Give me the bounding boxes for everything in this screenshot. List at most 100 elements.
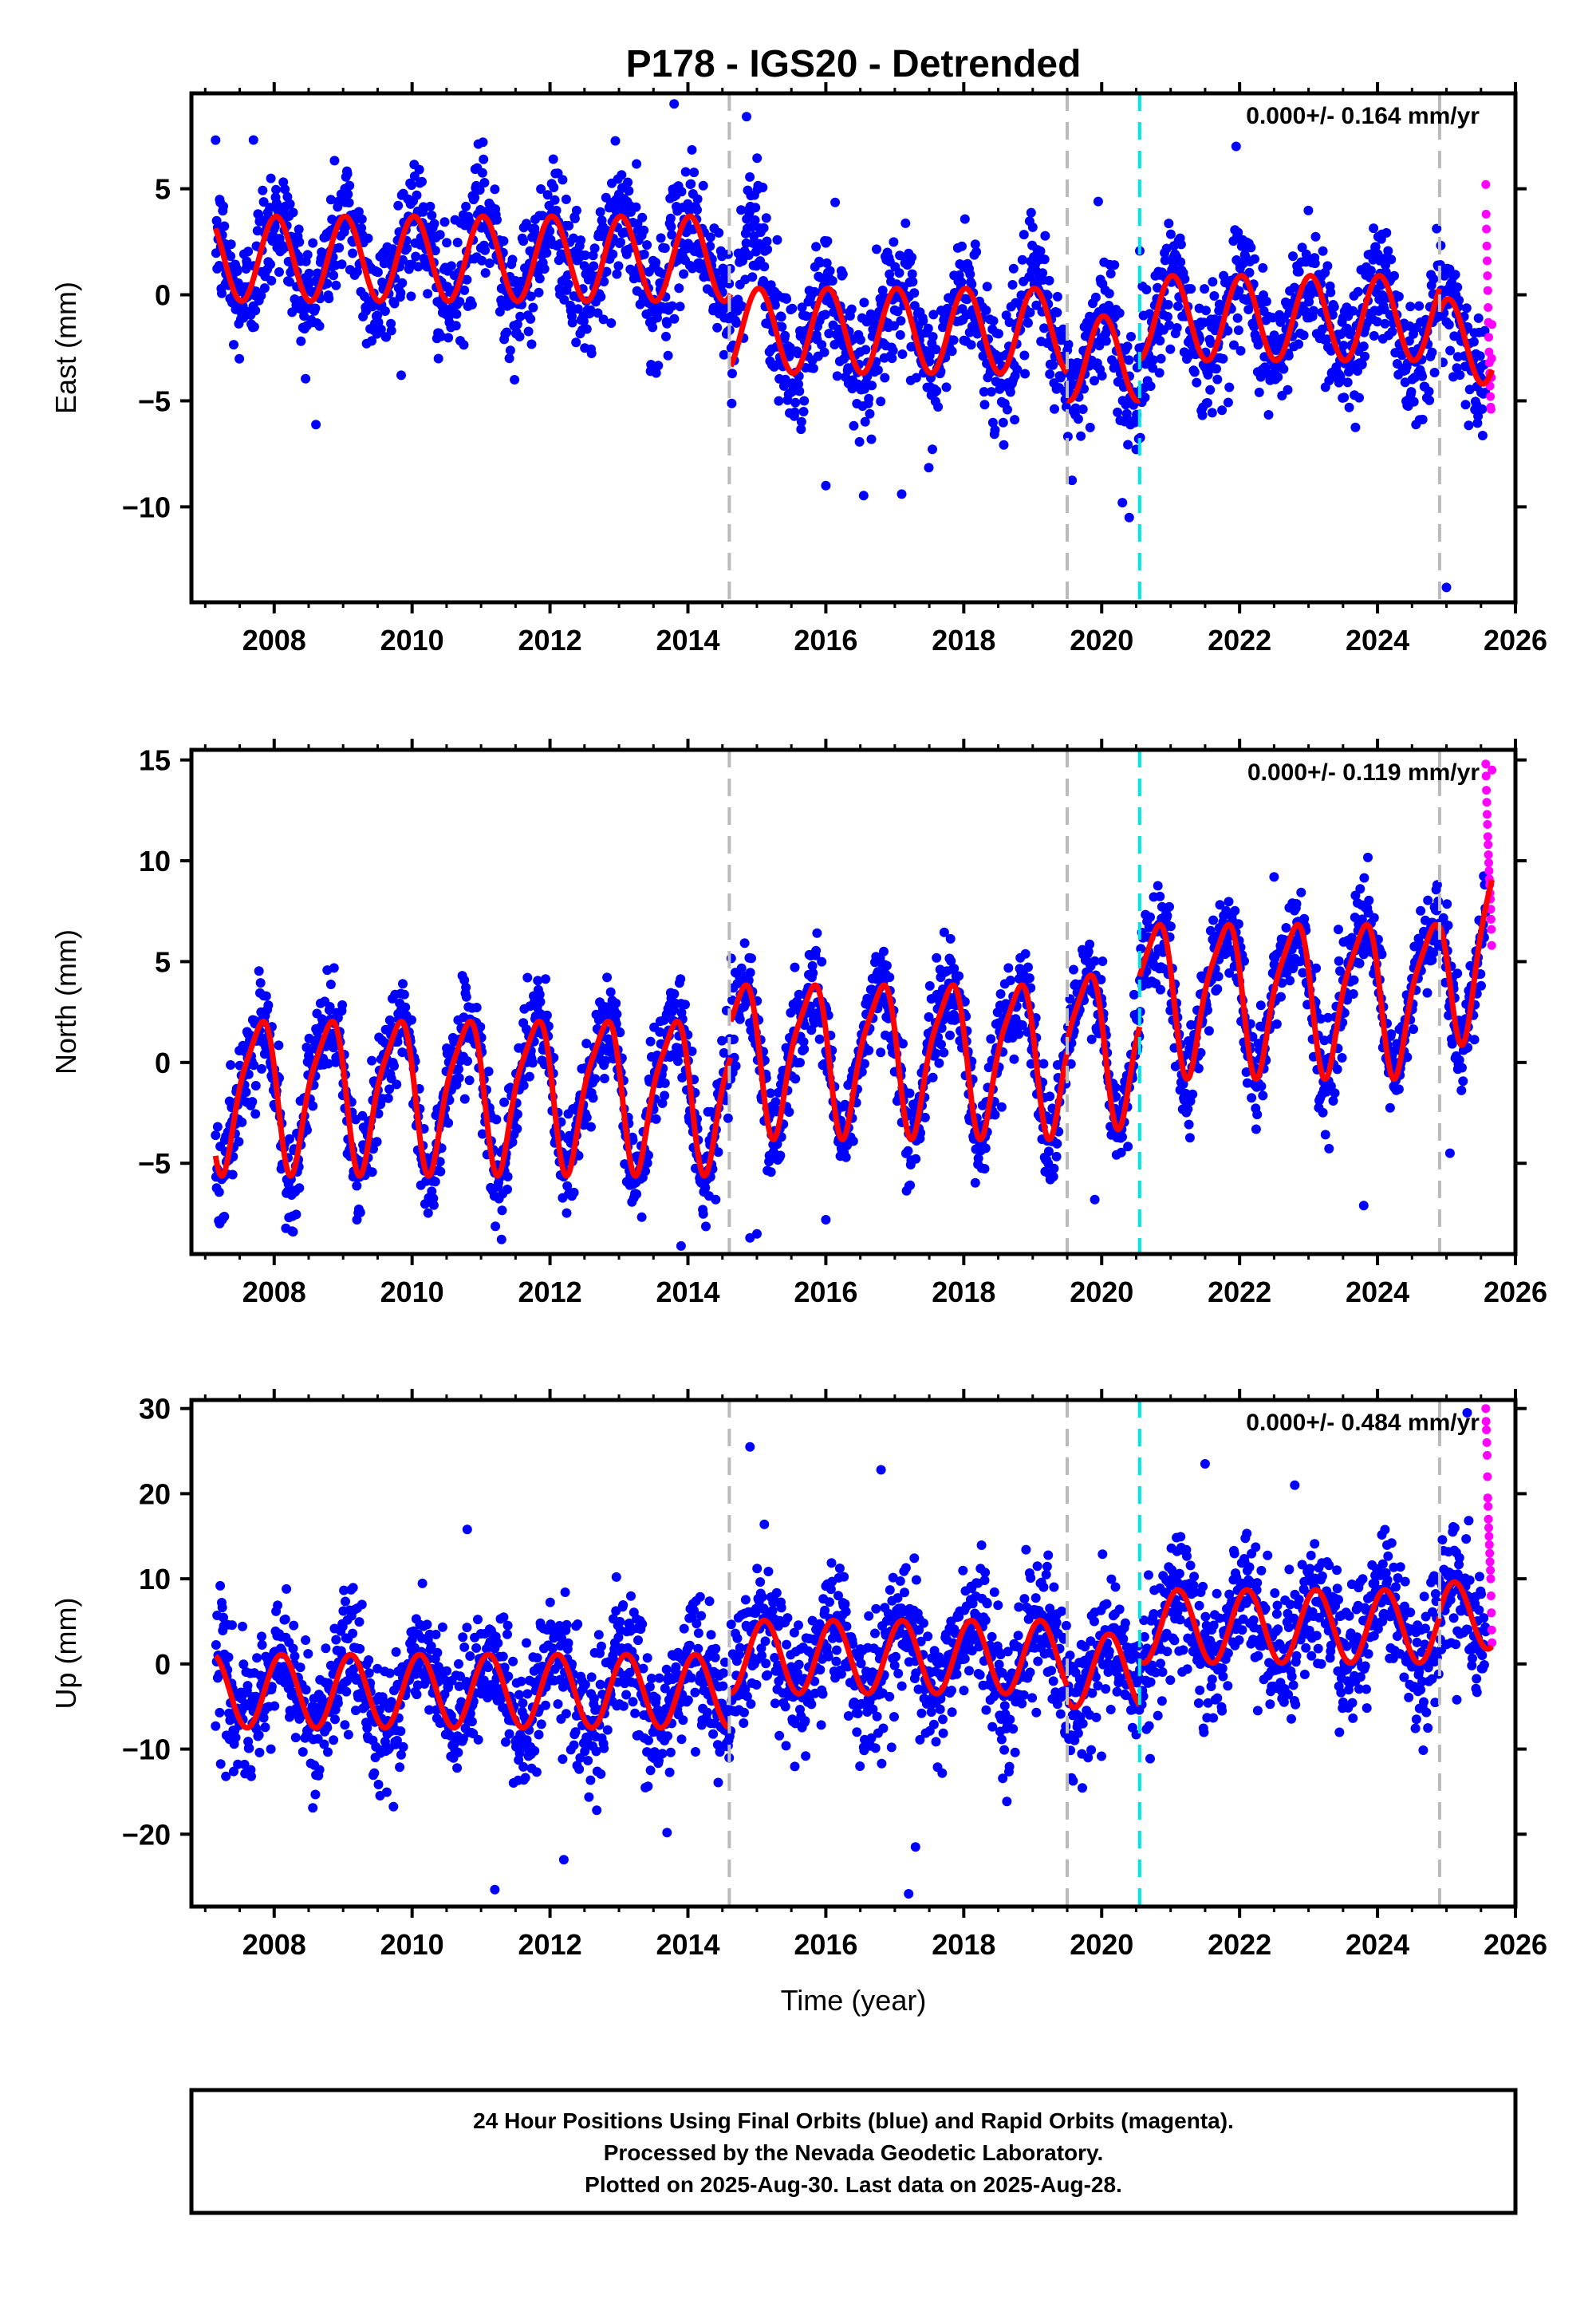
final-orbit-point bbox=[1423, 896, 1432, 905]
final-orbit-point bbox=[1141, 392, 1150, 402]
final-orbit-point bbox=[315, 321, 325, 331]
final-orbit-point bbox=[1208, 277, 1217, 286]
final-orbit-point bbox=[343, 190, 353, 199]
final-orbit-point bbox=[485, 258, 495, 268]
final-orbit-point bbox=[443, 1118, 453, 1128]
final-orbit-point bbox=[576, 235, 585, 245]
final-orbit-point bbox=[256, 978, 266, 988]
final-orbit-point bbox=[1078, 404, 1088, 414]
final-orbit-point bbox=[1299, 330, 1309, 340]
final-orbit-point bbox=[540, 264, 550, 274]
final-orbit-point bbox=[274, 1040, 283, 1050]
final-orbit-point bbox=[1101, 337, 1111, 346]
final-orbit-point bbox=[1282, 923, 1291, 933]
final-orbit-point bbox=[987, 387, 996, 396]
final-orbit-point bbox=[1021, 949, 1031, 959]
final-orbit-point bbox=[1123, 341, 1133, 351]
final-orbit-point bbox=[1255, 388, 1264, 397]
x-tick-label: 2014 bbox=[656, 624, 719, 657]
final-orbit-point bbox=[1185, 1133, 1195, 1142]
final-orbit-point bbox=[1394, 292, 1404, 302]
final-orbit-point bbox=[1276, 992, 1286, 1002]
final-orbit-point bbox=[423, 289, 432, 298]
final-orbit-point bbox=[1369, 913, 1379, 923]
final-orbit-point bbox=[907, 253, 916, 262]
rapid-orbit-point bbox=[1487, 405, 1496, 414]
final-orbit-point bbox=[861, 417, 870, 427]
final-orbit-point bbox=[1381, 228, 1391, 238]
final-orbit-point bbox=[1009, 1055, 1019, 1064]
final-orbit-point bbox=[714, 228, 723, 238]
final-orbit-point bbox=[637, 1213, 647, 1222]
final-orbit-point bbox=[799, 407, 809, 416]
final-orbit-point bbox=[1172, 323, 1182, 333]
final-orbit-point bbox=[727, 369, 737, 378]
final-orbit-point bbox=[777, 312, 786, 321]
final-orbit-point bbox=[999, 440, 1009, 450]
final-orbit-point bbox=[459, 286, 469, 295]
final-orbit-point bbox=[219, 222, 229, 231]
final-orbit-point bbox=[747, 272, 757, 282]
final-orbit-point bbox=[1469, 337, 1479, 347]
final-orbit-point bbox=[742, 112, 751, 121]
final-orbit-point bbox=[1165, 345, 1175, 354]
final-orbit-point bbox=[411, 252, 420, 262]
final-orbit-point bbox=[612, 270, 621, 279]
final-orbit-point bbox=[308, 1102, 317, 1111]
final-orbit-point bbox=[274, 267, 284, 277]
final-orbit-point bbox=[1416, 906, 1425, 916]
final-orbit-point bbox=[1350, 976, 1359, 985]
final-orbit-point bbox=[1233, 314, 1243, 323]
final-orbit-point bbox=[821, 481, 830, 491]
final-orbit-point bbox=[1045, 1091, 1054, 1101]
final-orbit-point bbox=[1272, 1019, 1282, 1029]
final-orbit-point bbox=[1091, 293, 1101, 302]
final-orbit-point bbox=[1209, 291, 1219, 301]
final-orbit-point bbox=[243, 246, 253, 256]
final-orbit-point bbox=[1045, 276, 1054, 286]
final-orbit-point bbox=[1349, 989, 1358, 999]
final-orbit-point bbox=[1251, 1125, 1261, 1134]
final-orbit-point bbox=[960, 215, 970, 224]
final-orbit-point bbox=[568, 318, 577, 328]
final-orbit-point bbox=[443, 333, 453, 342]
final-orbit-point bbox=[1369, 331, 1379, 341]
final-orbit-point bbox=[237, 1118, 246, 1127]
final-orbit-point bbox=[1074, 414, 1083, 424]
final-orbit-point bbox=[790, 408, 800, 417]
final-orbit-point bbox=[711, 1195, 720, 1205]
final-orbit-point bbox=[1155, 336, 1164, 345]
final-orbit-point bbox=[991, 425, 1000, 435]
final-orbit-point bbox=[933, 402, 943, 412]
final-orbit-point bbox=[226, 1060, 235, 1070]
final-orbit-point bbox=[1380, 319, 1389, 329]
final-orbit-point bbox=[254, 966, 264, 976]
final-orbit-point bbox=[873, 365, 883, 375]
final-orbit-point bbox=[461, 983, 471, 992]
final-orbit-point bbox=[451, 310, 461, 319]
final-orbit-point bbox=[946, 934, 956, 944]
final-orbit-point bbox=[1003, 405, 1012, 415]
final-orbit-point bbox=[637, 213, 647, 223]
final-orbit-point bbox=[897, 349, 907, 359]
final-orbit-point bbox=[1224, 398, 1233, 408]
final-orbit-point bbox=[480, 246, 490, 255]
final-orbit-point bbox=[1231, 142, 1241, 152]
final-orbit-point bbox=[337, 259, 347, 269]
final-orbit-point bbox=[503, 1172, 513, 1181]
final-orbit-point bbox=[1097, 956, 1107, 966]
final-orbit-point bbox=[949, 335, 959, 345]
final-orbit-point bbox=[981, 1143, 991, 1153]
rapid-orbit-point bbox=[1488, 320, 1496, 329]
final-orbit-point bbox=[1462, 303, 1472, 313]
final-orbit-point bbox=[828, 276, 837, 286]
final-orbit-point bbox=[289, 1227, 298, 1236]
final-orbit-point bbox=[334, 243, 344, 253]
final-orbit-point bbox=[1023, 318, 1033, 328]
final-orbit-point bbox=[876, 396, 885, 406]
final-orbit-point bbox=[263, 1000, 273, 1010]
final-orbit-point bbox=[1405, 302, 1415, 311]
final-orbit-point bbox=[308, 239, 317, 248]
final-orbit-point bbox=[397, 278, 407, 288]
final-orbit-point bbox=[271, 185, 281, 195]
